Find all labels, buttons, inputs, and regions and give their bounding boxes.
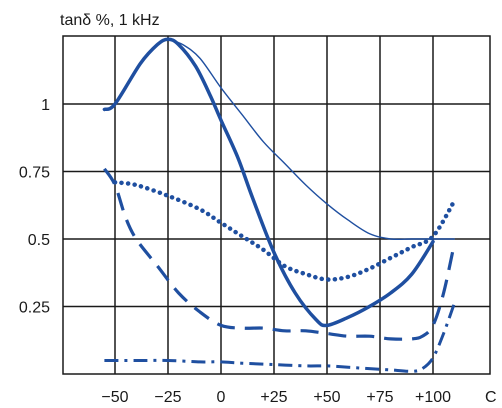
x-tick-label: +100 (415, 389, 451, 406)
x-tick-label: +50 (313, 389, 340, 406)
y-tick-label: 0.25 (19, 300, 50, 317)
y-tick-label: 1 (41, 97, 50, 114)
x-tick-label: +75 (366, 389, 393, 406)
x-axis-unit-label: C (485, 389, 497, 406)
chart-title: tanδ %, 1 kHz (60, 12, 160, 29)
series-line-dash-dot (104, 303, 456, 373)
x-tick-labels: −50 −25 0 +25 +50 +75 +100 (101, 389, 451, 406)
y-tick-label: 0.75 (19, 165, 50, 182)
series-line-dotted (112, 180, 457, 282)
series-line-solid-thick (102, 37, 435, 328)
x-tick-label: −50 (101, 389, 128, 406)
x-tick-label: 0 (217, 389, 226, 406)
x-tick-label: −25 (154, 389, 181, 406)
x-tick-label: +25 (260, 389, 287, 406)
plot-frame (62, 35, 491, 375)
y-tick-label: 0.5 (28, 232, 50, 249)
series-line-solid-thin (167, 38, 455, 241)
series-layer (102, 37, 457, 373)
y-tick-labels: 0.25 0.5 0.75 1 (19, 97, 50, 317)
series-line-dashed (103, 167, 456, 341)
